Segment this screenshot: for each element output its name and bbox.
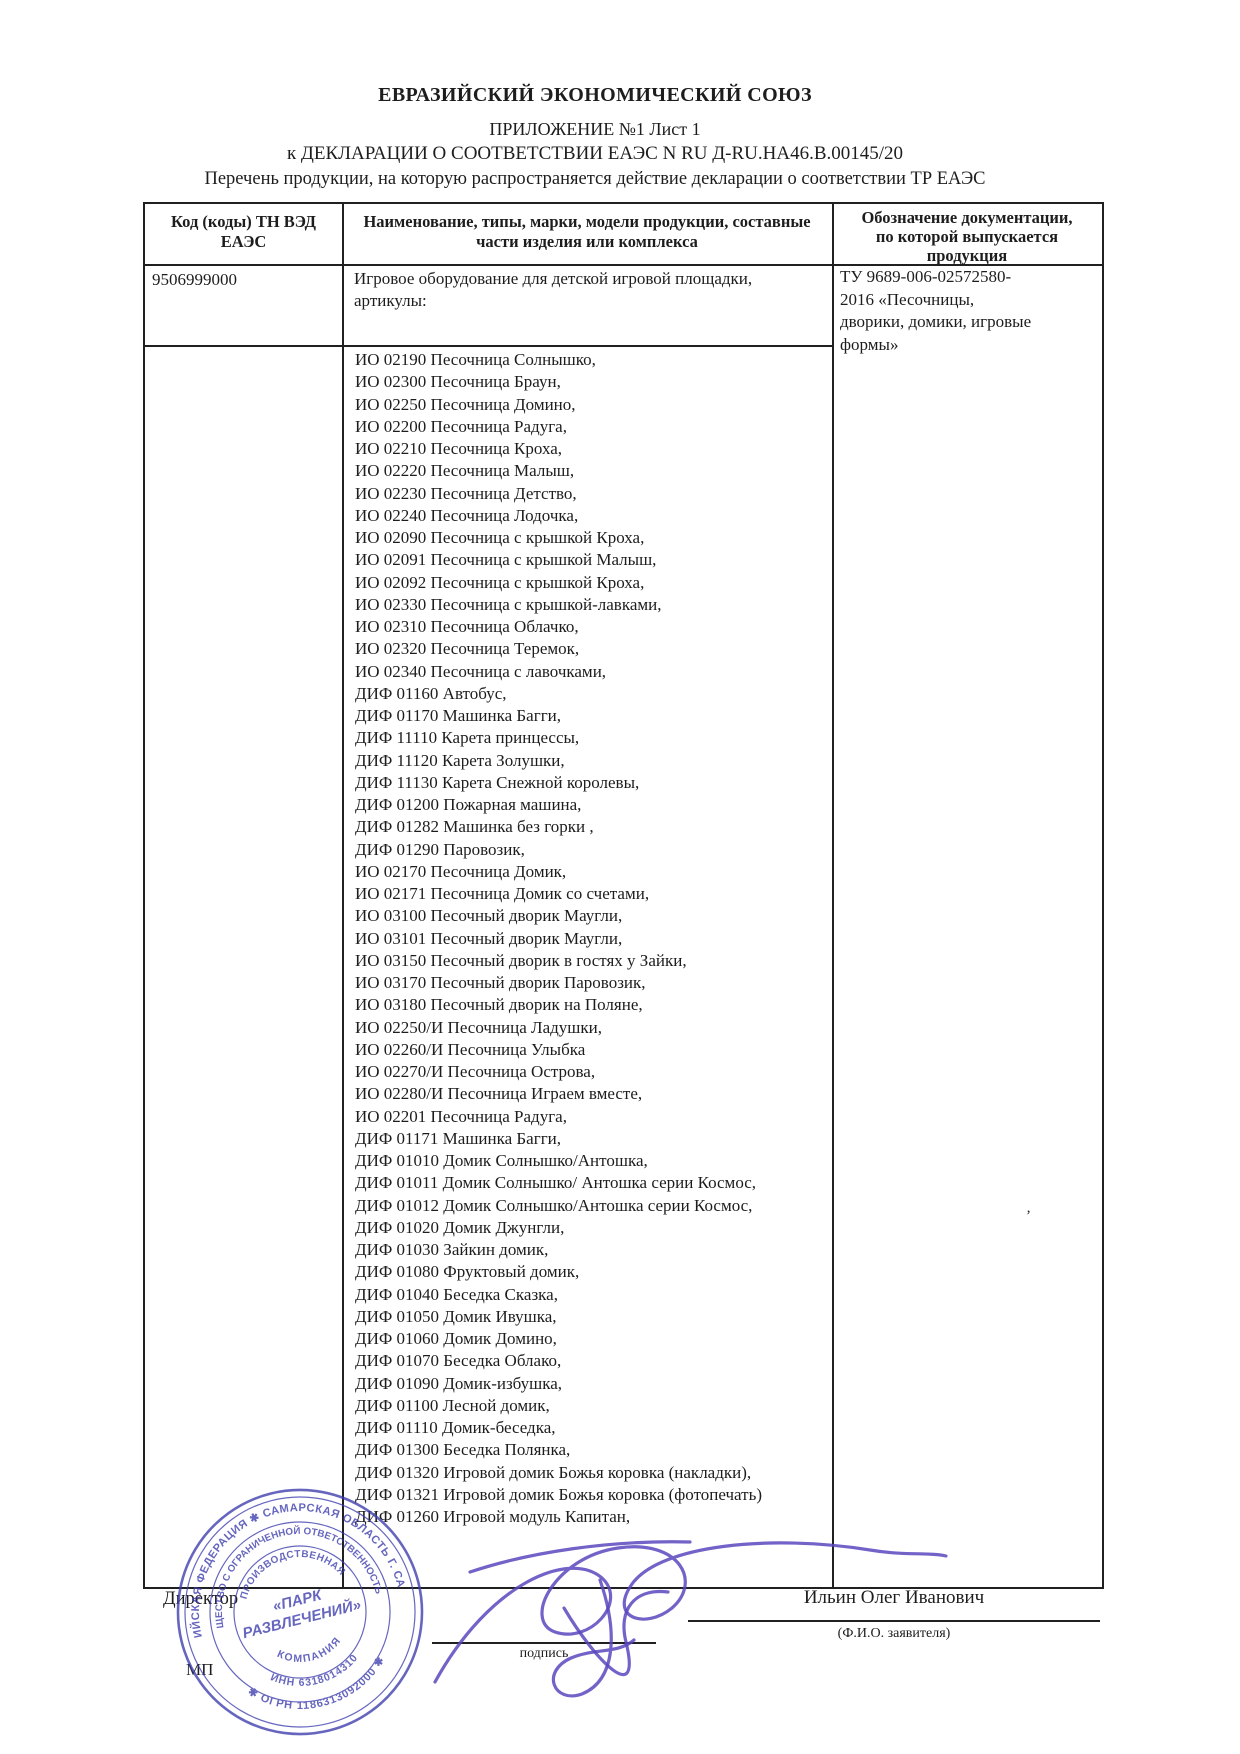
column-divider-2 [832, 204, 834, 1587]
appendix-line: ПРИЛОЖЕНИЕ №1 Лист 1 [489, 119, 701, 139]
column-divider-1 [342, 204, 344, 1587]
column-header-name: Наименование, типы, марки, модели продук… [363, 212, 811, 251]
handwritten-signature [433, 1540, 948, 1698]
tu-document-reference: ТУ 9689-006-02572580- 2016 «Песочницы, д… [840, 267, 1032, 354]
mp-label: МП [186, 1660, 214, 1679]
union-title: ЕВРАЗИЙСКИЙ ЭКОНОМИЧЕСКИЙ СОЮЗ [378, 84, 812, 106]
product-description: Игровое оборудование для детской игровой… [354, 269, 753, 310]
signature-line [432, 1642, 656, 1644]
article-list: ИО 02190 Песочница Солнышко, ИО 02300 Пе… [355, 350, 763, 1526]
tnved-code: 9506999000 [152, 270, 237, 289]
applicant-name-line [688, 1620, 1100, 1622]
company-stamp: РОССИЙСКАЯ ФЕДЕРАЦИЯ ✱ САМАРСКАЯ ОБЛАСТЬ… [168, 1480, 424, 1736]
stray-mark: ’ [1026, 1208, 1031, 1224]
applicant-caption: (Ф.И.О. заявителя) [837, 1626, 951, 1641]
declaration-number-line: к ДЕКЛАРАЦИИ О СООТВЕТСТВИИ ЕАЭС N RU Д-… [286, 143, 904, 164]
subtitle-line: Перечень продукции, на которую распростр… [204, 169, 986, 189]
column-header-code: Код (коды) ТН ВЭД ЕАЭС [171, 212, 316, 251]
signature-caption: подпись [519, 1646, 569, 1661]
svg-text:✱ ОГРН 1186313092000 ✱: ✱ ОГРН 1186313092000 ✱ [244, 1652, 396, 1726]
column-header-doc: Обозначение документации, по которой вып… [861, 208, 1073, 265]
applicant-name: Ильин Олег Иванович [803, 1587, 985, 1608]
stamp-ring-outer-bottom: ✱ ОГРН 1186313092000 ✱ [244, 1652, 396, 1726]
header-row-divider [145, 264, 1102, 266]
products-table: Код (коды) ТН ВЭД ЕАЭС Наименование, тип… [143, 202, 1104, 1589]
director-label: Директор [163, 1589, 239, 1609]
row1-divider [145, 345, 833, 347]
